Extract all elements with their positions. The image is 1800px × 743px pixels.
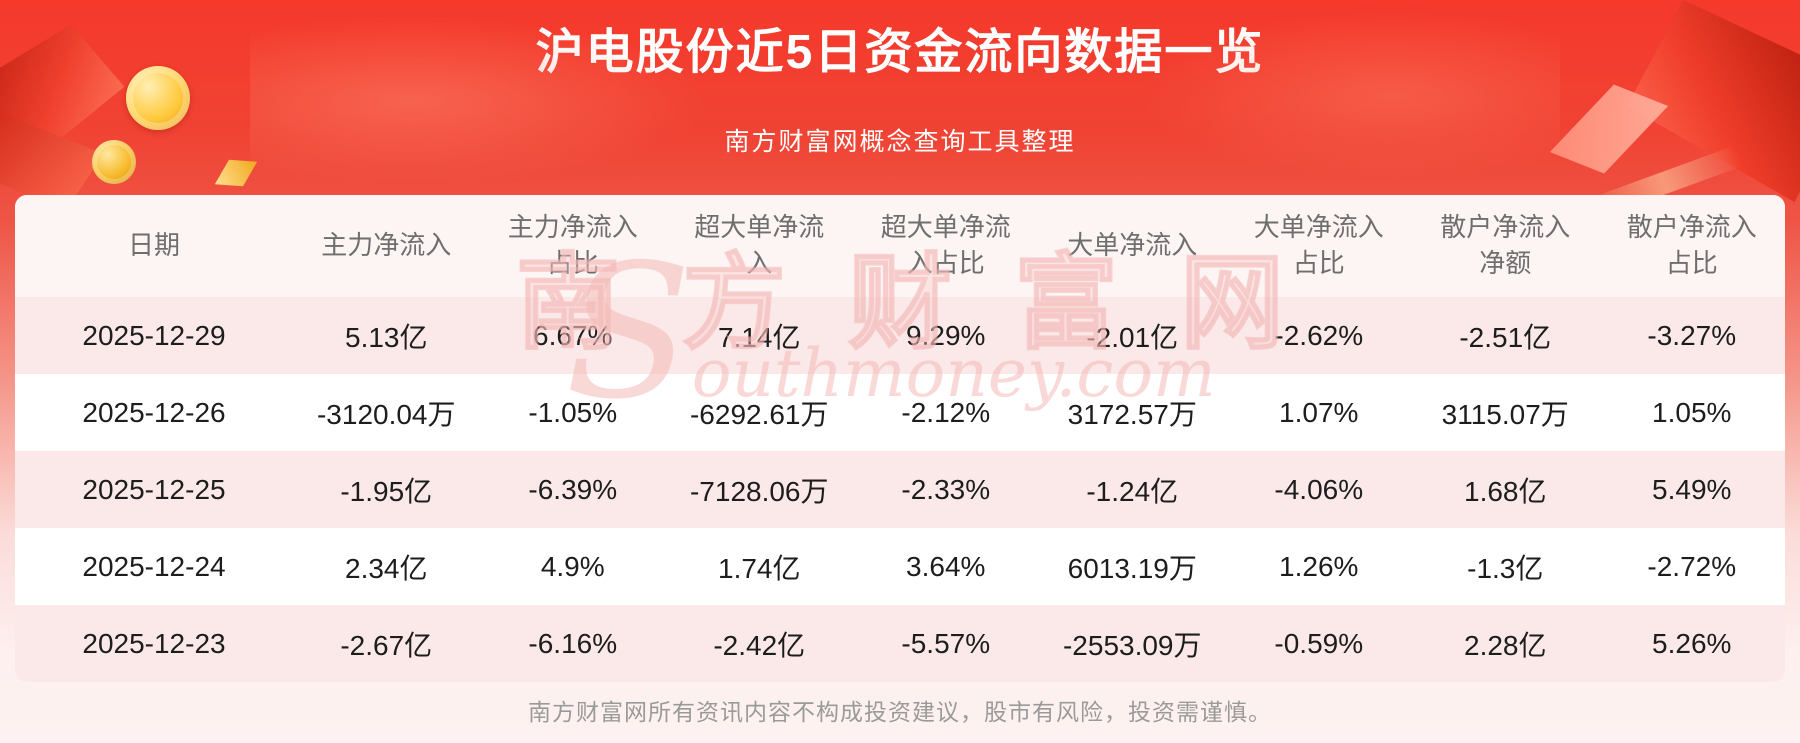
column-header: 超大单净流入占比 <box>880 212 1011 278</box>
table-row: 2025-12-29 5.13亿 6.67% 7.14亿 9.29% -2.01亿 -2.6… <box>15 297 1785 374</box>
column-header: 大单净流入 <box>1067 230 1198 261</box>
value-cell: 2.34亿 <box>345 552 428 584</box>
value-cell: -1.05% <box>528 396 618 428</box>
date-cell: 2025-12-24 <box>82 550 226 582</box>
table-row: 2025-12-26 -3120.04万 -1.05% -6292.61万 -2.12%… <box>15 374 1785 451</box>
value-cell: 9.29% <box>906 319 986 351</box>
value-cell: -0.59% <box>1274 627 1364 659</box>
value-cell: -2.67亿 <box>340 629 433 661</box>
value-cell: 2.28亿 <box>1464 629 1547 661</box>
table-body: 2025-12-29 5.13亿 6.67% 7.14亿 9.29% -2.01亿 -2.6… <box>15 297 1785 682</box>
value-cell: -4.06% <box>1274 473 1364 505</box>
column-header: 日期 <box>127 230 180 261</box>
date-cell: 2025-12-23 <box>82 627 226 659</box>
page-subtitle: 南方财富网概念查询工具整理 <box>724 128 1076 156</box>
table-row: 2025-12-23 -2.67亿 -6.16% -2.42亿 -5.57% -2553.… <box>15 605 1785 682</box>
date-cell: 2025-12-25 <box>82 473 226 505</box>
value-cell: -2.62% <box>1274 319 1364 351</box>
column-header: 大单净流入占比 <box>1253 212 1384 278</box>
value-cell: -3120.04万 <box>316 398 456 430</box>
value-cell: -6292.61万 <box>689 398 829 430</box>
value-cell: -2.33% <box>901 473 991 505</box>
table-header-row: 日期 主力净流入 主力净流入占比 超大单净流入 超大单净流入占比 大单净流入 大单净流入占比… <box>15 195 1785 297</box>
table-row: 2025-12-25 -1.95亿 -6.39% -7128.06万 -2.33% -1.… <box>15 451 1785 528</box>
value-cell: -1.95亿 <box>340 475 433 507</box>
column-header: 超大单净流入 <box>694 212 825 278</box>
value-cell: -1.24亿 <box>1086 475 1179 507</box>
value-cell: -5.57% <box>901 627 991 659</box>
value-cell: -2.12% <box>901 396 991 428</box>
value-cell: -3.27% <box>1647 319 1737 351</box>
date-cell: 2025-12-26 <box>82 396 226 428</box>
value-cell: 1.74亿 <box>718 552 801 584</box>
value-cell: -2.01亿 <box>1086 321 1179 353</box>
value-cell: -7128.06万 <box>689 475 829 507</box>
column-header: 散户净流入净额 <box>1440 212 1571 278</box>
column-header: 散户净流入占比 <box>1626 212 1757 278</box>
column-header: 主力净流入 <box>321 230 452 261</box>
value-cell: -6.16% <box>528 627 618 659</box>
value-cell: -2.42亿 <box>713 629 806 661</box>
value-cell: -1.3亿 <box>1467 552 1544 584</box>
value-cell: 1.26% <box>1279 550 1359 582</box>
value-cell: 5.49% <box>1652 473 1732 505</box>
column-header: 主力净流入占比 <box>507 212 638 278</box>
value-cell: 3172.57万 <box>1067 398 1197 430</box>
value-cell: 1.68亿 <box>1464 475 1547 507</box>
table-row: 2025-12-24 2.34亿 4.9% 1.74亿 3.64% 6013.19万 1.2… <box>15 528 1785 605</box>
value-cell: -2.72% <box>1647 550 1737 582</box>
value-cell: 5.13亿 <box>345 321 428 353</box>
value-cell: 4.9% <box>540 550 605 582</box>
banner: 沪电股份近5日资金流向数据一览 南方财富网概念查询工具整理 <box>0 0 1800 221</box>
value-cell: -6.39% <box>528 473 618 505</box>
value-cell: -2553.09万 <box>1062 629 1202 661</box>
value-cell: 6.67% <box>533 319 613 351</box>
value-cell: 3.64% <box>906 550 986 582</box>
value-cell: 6013.19万 <box>1067 552 1197 584</box>
disclaimer-text: 南方财富网所有资讯内容不构成投资建议，股市有风险，投资需谨慎。 <box>528 699 1272 725</box>
value-cell: 5.26% <box>1652 627 1732 659</box>
value-cell: -2.51亿 <box>1459 321 1552 353</box>
value-cell: 1.05% <box>1652 396 1732 428</box>
date-cell: 2025-12-29 <box>82 319 226 351</box>
value-cell: 7.14亿 <box>718 321 801 353</box>
page-title: 沪电股份近5日资金流向数据一览 <box>535 26 1265 79</box>
fund-flow-table: 日期 主力净流入 主力净流入占比 超大单净流入 超大单净流入占比 大单净流入 大单净流入占比… <box>15 195 1785 682</box>
value-cell: 1.07% <box>1279 396 1359 428</box>
value-cell: 3115.07万 <box>1441 398 1569 430</box>
